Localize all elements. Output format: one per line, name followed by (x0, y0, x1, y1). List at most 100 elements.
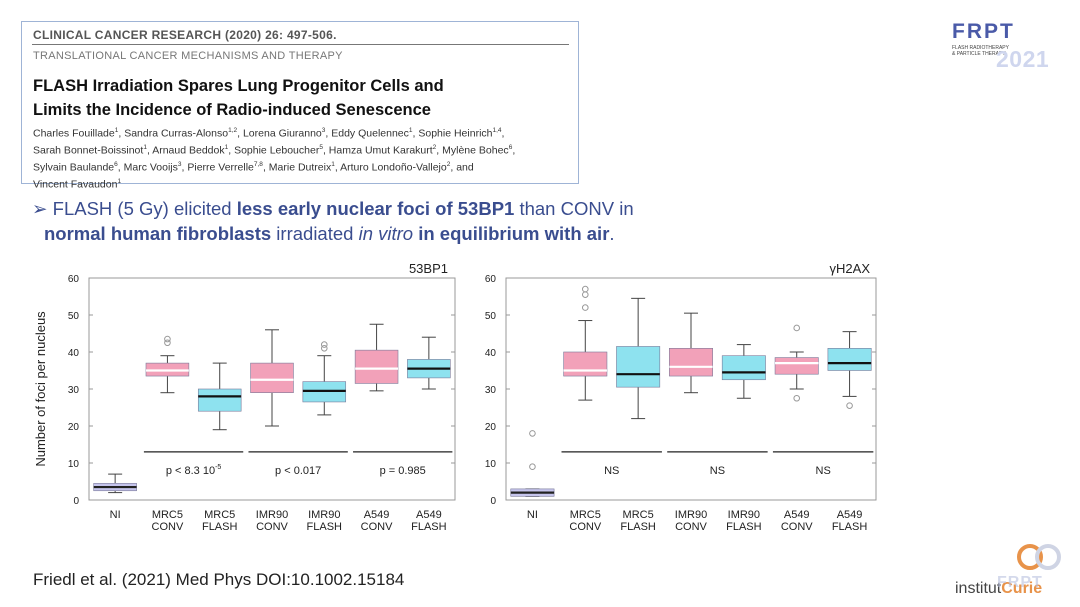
chart-title: γH2AX (830, 261, 871, 276)
x-tick-label: IMR90 (675, 509, 707, 521)
author-affiliation: 6 (508, 144, 513, 151)
author-name: Charles Fouillade (33, 127, 115, 140)
box-outlier (529, 430, 536, 437)
paper-title-line-1: FLASH Irradiation Spares Lung Progenitor… (33, 77, 444, 95)
x-tick-label: A549 (837, 509, 863, 521)
box (616, 346, 661, 388)
y-tick-label: 30 (68, 385, 80, 396)
y-tick-label: 20 (485, 422, 497, 433)
x-tick-label: MRC5 (204, 509, 235, 521)
y-tick-label: 50 (485, 311, 497, 322)
box-outlier (846, 402, 853, 409)
comparison-label: p = 0.985 (380, 465, 426, 477)
box-outlier (164, 335, 171, 343)
x-tick-label: CONV (256, 521, 288, 533)
chart-53bp1-svg: 0 10 20 30 40 50 60 53BP1 Number of foci per nuc… (33, 261, 456, 533)
author-name: Marc Vooijs (123, 161, 178, 174)
author-line: Sylvain Baulande6, Marc Vooijs3, Pierre … (33, 161, 474, 174)
box-outlier (529, 463, 536, 470)
bullet-emphasis: normal human fibroblasts (44, 223, 272, 244)
box-outlier (320, 345, 328, 352)
x-tick-label: CONV (675, 521, 707, 533)
x-tick-label: FLASH (832, 521, 868, 533)
author-affiliation: 3 (177, 161, 182, 168)
y-tick-label: 40 (485, 348, 497, 359)
journal-citation: CLINICAL CANCER RESEARCH (2020) 26: 497-… (33, 28, 337, 42)
box (354, 349, 399, 384)
box (827, 348, 872, 371)
x-tick-label: CONV (781, 521, 813, 533)
paper-authors: Charles Fouillade1, Sandra Curras-Alonso… (33, 124, 568, 192)
author-affiliation: 5 (319, 144, 323, 151)
x-tick-label: IMR90 (728, 509, 760, 521)
bullet-line-1: ➢ FLASH (5 Gy) elicited less early nucle… (32, 196, 792, 221)
author-affiliation: 1 (143, 144, 147, 151)
author-name: Mylène Bohec (442, 144, 509, 157)
author-affiliation: 1 (117, 178, 122, 185)
comparison-label: p < 0.017 (275, 465, 321, 477)
author-affiliation: 7,8 (253, 161, 263, 168)
y-tick-label: 30 (485, 385, 497, 396)
author-name: Sylvain Baulande (33, 161, 115, 174)
institut-curie-logo: institutCurie FRPT (955, 540, 1070, 600)
chart-gh2ax: 0 10 20 30 40 50 60 γH2AX NI MRC5 CONV MRC5 FLASH IMR… (470, 256, 890, 536)
x-tick-label: MRC5 (570, 509, 601, 521)
author-affiliation: 1,4 (492, 127, 502, 134)
x-tick-label: MRC5 (623, 509, 654, 521)
author-affiliation: 1 (331, 161, 335, 168)
author-line: Sarah Bonnet-Boissinot1, Arnaud Beddok1,… (33, 144, 516, 157)
bullet-line-2: normal human fibroblasts irradiated in v… (32, 221, 792, 246)
y-tick-label: 0 (73, 496, 79, 507)
x-tick-label: CONV (152, 521, 184, 533)
author-name: Hamza Umut Karakurt (328, 144, 433, 157)
bullet-italic: in vitro (358, 223, 414, 244)
x-tick-label: NI (527, 509, 538, 521)
author-name: Lorena Giuranno (242, 127, 322, 140)
author-name: Arturo Londoño-Vallejo (340, 161, 447, 174)
x-tick-label: IMR90 (256, 509, 288, 521)
comparison-label: p < 8.3 10-5 (166, 464, 222, 477)
chart-53bp1: 0 10 20 30 40 50 60 53BP1 Number of foci per nuc… (28, 256, 468, 536)
x-tick-label: FLASH (202, 521, 238, 533)
box (721, 355, 766, 381)
box-outlier (581, 285, 589, 293)
y-tick-label: 40 (68, 348, 80, 359)
bullet-emphasis: less early nuclear foci of 53BP1 (236, 198, 515, 219)
author-affiliation: 6 (114, 161, 118, 168)
comparison-label: NS (816, 465, 831, 477)
x-tick-label: IMR90 (308, 509, 340, 521)
y-tick-label: 60 (485, 274, 497, 285)
bullet-text: than CONV in (514, 198, 634, 219)
author-line: Charles Fouillade1, Sandra Curras-Alonso… (33, 127, 505, 140)
box-outlier (320, 341, 328, 348)
x-tick-label: CONV (569, 521, 601, 533)
x-tick-label: FLASH (620, 521, 656, 533)
box (197, 388, 242, 412)
box-outlier (581, 304, 589, 311)
bullet-emphasis: in equilibrium with air (418, 223, 610, 244)
frpt-watermark: FRPT (997, 574, 1043, 591)
author-affiliation: 1 (114, 127, 119, 134)
comparison-label: NS (604, 465, 619, 477)
paper-title-line-2: Limits the Incidence of Radio-induced Se… (33, 101, 431, 119)
bullet-arrow-icon: ➢ (32, 198, 48, 219)
author-affiliation: 1 (408, 127, 413, 134)
author-affiliation: 3 (321, 127, 326, 134)
author-name: Marie Dutreix (268, 161, 332, 174)
curie-ring-icon (1035, 544, 1061, 570)
journal-divider (32, 44, 569, 45)
y-tick-label: 20 (68, 422, 80, 433)
x-tick-label: FLASH (307, 521, 343, 533)
frpt-2021-logo: FRPT FLASH RADIOTHERAPY & PARTICLE THERA… (952, 21, 1062, 74)
box (563, 351, 608, 377)
curie-text-curie: Curie (1001, 580, 1043, 597)
paper-title: FLASH Irradiation Spares Lung Progenitor… (33, 74, 553, 122)
author-name: Arnaud Beddok (152, 144, 225, 157)
paper-section: TRANSLATIONAL CANCER MECHANISMS AND THER… (33, 50, 343, 62)
y-tick-label: 60 (68, 274, 80, 285)
footer-citation: Friedl et al. (2021) Med Phys DOI:10.100… (33, 570, 405, 589)
box-outlier (164, 339, 171, 347)
author-affiliation: 1,2 (228, 127, 238, 134)
author-affiliation: 2 (446, 161, 451, 168)
